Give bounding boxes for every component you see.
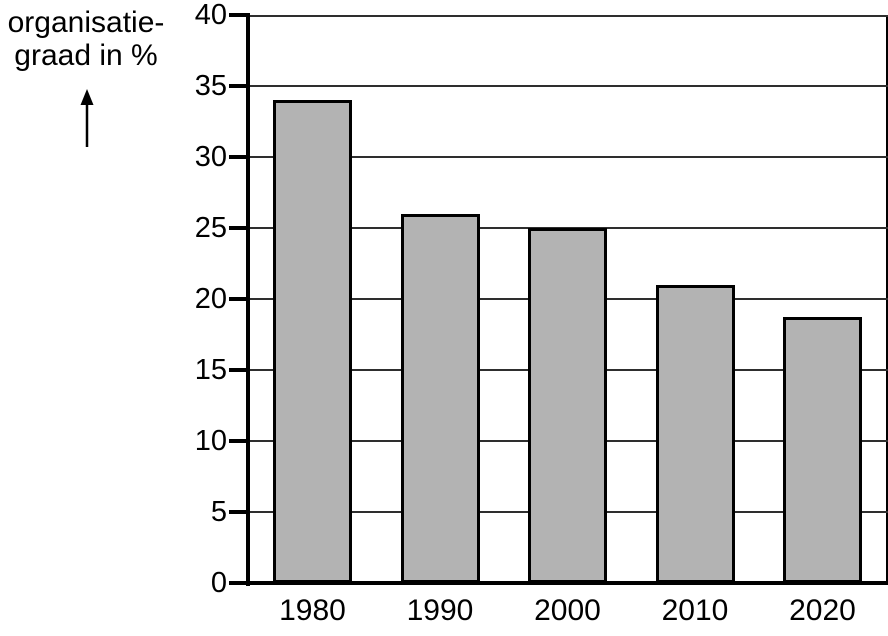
up-arrow-icon [80, 89, 94, 147]
bar-2010 [655, 285, 735, 583]
y-tick-40 [229, 13, 247, 17]
gridline-30 [248, 156, 888, 158]
y-tick-label-15: 15 [194, 354, 227, 386]
y-tick-label-30: 30 [194, 141, 227, 173]
x-tick-label-1980: 1980 [279, 594, 346, 627]
y-tick-label-0: 0 [210, 567, 227, 599]
y-tick-5 [229, 510, 247, 514]
y-axis-line [246, 13, 250, 586]
y-tick-label-25: 25 [194, 212, 227, 244]
x-axis-line [246, 581, 888, 585]
y-tick-0 [229, 581, 247, 585]
y-tick-label-40: 40 [194, 0, 227, 31]
y-tick-label-5: 5 [210, 496, 227, 528]
y-tick-25 [229, 226, 247, 230]
y-tick-30 [229, 155, 247, 159]
bar-1990 [400, 214, 480, 583]
y-tick-10 [229, 439, 247, 443]
x-tick-label-2010: 2010 [661, 594, 729, 627]
bar-1980 [273, 100, 352, 583]
y-axis-title-line2: graad in % [14, 39, 158, 72]
plot-area [248, 15, 888, 583]
y-tick-label-10: 10 [194, 425, 227, 457]
y-tick-35 [229, 84, 247, 88]
y-tick-20 [229, 297, 247, 301]
bar-2000 [528, 228, 607, 583]
bar-2020 [783, 317, 862, 583]
y-axis-title-line1: organisatie- [7, 6, 165, 39]
gridline-35 [248, 85, 888, 87]
y-axis-title: organisatie- graad in % [0, 6, 182, 72]
y-tick-label-35: 35 [194, 70, 227, 102]
y-tick-label-20: 20 [194, 283, 227, 315]
y-tick-15 [229, 368, 247, 372]
x-tick-label-2000: 2000 [534, 594, 601, 627]
x-tick-label-2020: 2020 [789, 594, 856, 627]
x-tick-label-1990: 1990 [406, 594, 474, 627]
gridline-40 [248, 15, 888, 17]
